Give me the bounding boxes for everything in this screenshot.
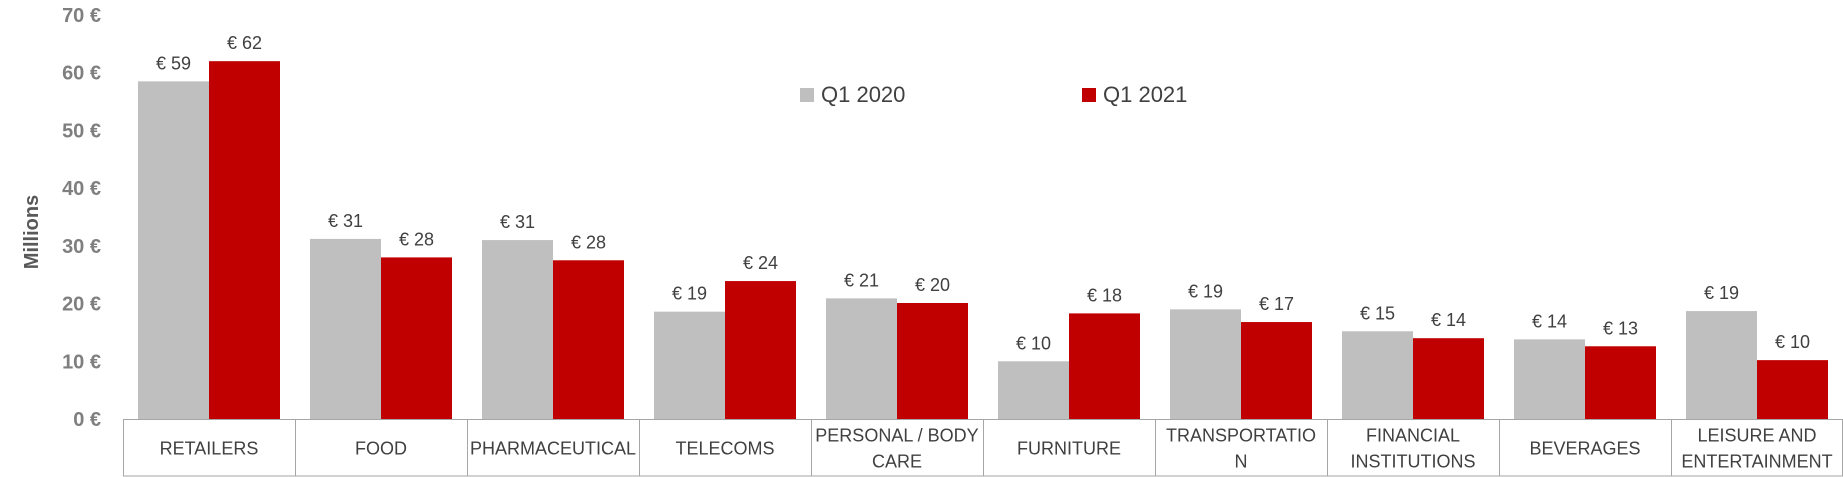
bar-q1-2021 [1585, 346, 1656, 419]
data-label: € 28 [571, 232, 606, 252]
data-label: € 17 [1259, 294, 1294, 314]
category-label: PHARMACEUTICAL [470, 439, 636, 459]
category-label-line: FURNITURE [1017, 439, 1121, 459]
category-label: BEVERAGES [1529, 439, 1640, 459]
y-tick-label: 60 € [62, 63, 101, 85]
bar-q1-2020 [310, 238, 381, 419]
bar-q1-2021 [725, 281, 796, 419]
data-labels-group: € 59 € 62 € 31 € 28 € 31 € 28 € 19 € 24 € 21 € 20… [156, 33, 1810, 353]
bar-q1-2020 [826, 298, 897, 419]
bars-group [138, 61, 1828, 420]
data-label: € 13 [1603, 318, 1638, 338]
category-label-line: RETAILERS [160, 439, 259, 459]
bar-q1-2021 [553, 260, 624, 419]
data-label: € 59 [156, 53, 191, 73]
category-label: FOOD [355, 439, 407, 459]
category-label-line: ENTERTAINMENT [1681, 452, 1832, 472]
data-label: € 21 [844, 270, 879, 290]
data-label: € 24 [743, 253, 778, 273]
bar-q1-2021 [381, 257, 452, 419]
category-label-line: TELECOMS [675, 439, 774, 459]
category-label: TRANSPORTATIO N [1166, 426, 1316, 472]
bar-q1-2020 [138, 81, 209, 419]
data-label: € 28 [399, 229, 434, 249]
y-tick-label: 10 € [62, 351, 101, 373]
bar-q1-2020 [1170, 309, 1241, 419]
legend-label: Q1 2020 [821, 82, 905, 107]
y-tick-labels: 0 € 10 € 20 € 30 € 40 € 50 € 60 € 70 € [62, 5, 101, 431]
y-tick-label: 0 € [73, 409, 101, 431]
category-label: FURNITURE [1017, 439, 1121, 459]
y-tick-label: 20 € [62, 294, 101, 316]
bar-q1-2021 [1413, 338, 1484, 419]
data-label: € 14 [1431, 310, 1466, 330]
bar-q1-2021 [1757, 360, 1828, 419]
y-axis-title-group: Millions [21, 195, 43, 269]
legend-swatch-q1-2020 [800, 88, 814, 102]
data-label: € 19 [1188, 281, 1223, 301]
bar-q1-2021 [897, 302, 968, 419]
y-tick-label: 40 € [62, 178, 101, 200]
category-axis-table: RETAILERS FOOD PHARMACEUTICAL TELECOMS PERSO… [123, 419, 1843, 477]
data-label: € 14 [1532, 311, 1567, 331]
category-label-line: PERSONAL / BODY [815, 426, 978, 446]
data-label: € 20 [915, 275, 950, 295]
legend-label: Q1 2021 [1103, 82, 1187, 107]
bar-q1-2020 [1342, 331, 1413, 419]
category-label-line: N [1235, 452, 1248, 472]
data-label: € 19 [1704, 283, 1739, 303]
bar-q1-2020 [654, 311, 725, 419]
category-label-line: TRANSPORTATIO [1166, 426, 1316, 446]
bar-q1-2020 [482, 240, 553, 419]
bar-q1-2020 [1514, 339, 1585, 419]
category-label-line: LEISURE AND [1697, 426, 1816, 446]
y-tick-label: 50 € [62, 120, 101, 142]
data-label: € 19 [672, 284, 707, 304]
bar-q1-2021 [1069, 313, 1140, 419]
bar-q1-2020 [998, 361, 1069, 419]
legend: Q1 2020 Q1 2021 [800, 82, 1187, 107]
category-label: FINANCIAL INSTITUTIONS [1351, 426, 1476, 472]
data-label: € 10 [1016, 333, 1051, 353]
category-label-line: PHARMACEUTICAL [470, 439, 636, 459]
legend-swatch-q1-2021 [1082, 88, 1096, 102]
y-axis-title: Millions [21, 195, 43, 269]
category-label: PERSONAL / BODY CARE [815, 426, 978, 472]
category-label: LEISURE AND ENTERTAINMENT [1681, 426, 1832, 472]
bar-q1-2020 [1686, 311, 1757, 419]
category-label-line: FINANCIAL [1366, 426, 1460, 446]
data-label: € 31 [328, 211, 363, 231]
bar-q1-2021 [209, 61, 280, 420]
category-label-line: FOOD [355, 439, 407, 459]
category-label-line: INSTITUTIONS [1351, 452, 1476, 472]
data-label: € 62 [227, 33, 262, 53]
data-label: € 15 [1360, 303, 1395, 323]
category-label: TELECOMS [675, 439, 774, 459]
category-label-line: CARE [872, 452, 922, 472]
y-tick-label: 70 € [62, 5, 101, 27]
data-label: € 18 [1087, 285, 1122, 305]
data-label: € 31 [500, 212, 535, 232]
data-label: € 10 [1775, 332, 1810, 352]
category-label-line: BEVERAGES [1529, 439, 1640, 459]
category-label: RETAILERS [160, 439, 259, 459]
bar-q1-2021 [1241, 322, 1312, 419]
y-tick-label: 30 € [62, 236, 101, 258]
